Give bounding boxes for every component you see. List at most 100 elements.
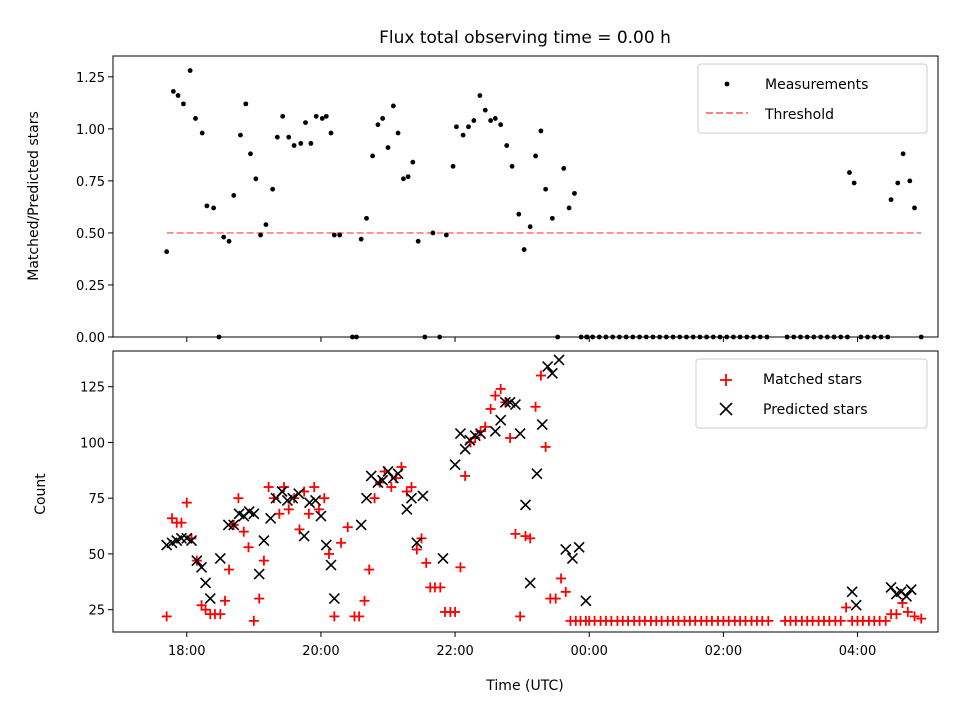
measurement-point bbox=[527, 224, 533, 230]
matched-star-point bbox=[329, 611, 340, 622]
predicted-star-point bbox=[509, 398, 522, 411]
matched-star-point bbox=[233, 493, 244, 504]
matched-star-point bbox=[181, 497, 192, 508]
matched-star-point bbox=[224, 564, 235, 575]
measurement-point bbox=[253, 176, 259, 182]
matched-star-point bbox=[309, 482, 320, 493]
measurement-point bbox=[370, 153, 375, 159]
predicted-star-point bbox=[573, 541, 585, 553]
matched-star-point bbox=[161, 611, 172, 622]
measurement-point bbox=[274, 134, 280, 140]
predicted-star-point bbox=[405, 492, 418, 504]
predicted-star-point bbox=[474, 427, 487, 440]
matched-star-point bbox=[176, 517, 187, 528]
matched-star-point bbox=[248, 615, 259, 626]
y-tick-label: 0.50 bbox=[76, 227, 105, 242]
predicted-star-point bbox=[248, 508, 260, 520]
predicted-star-point bbox=[204, 592, 216, 605]
predicted-star-point bbox=[309, 494, 322, 506]
predicted-star-point bbox=[459, 443, 471, 455]
matched-star-point bbox=[891, 609, 902, 620]
measurement-point bbox=[385, 145, 391, 150]
x-tick-label: 04:00 bbox=[839, 644, 876, 659]
matched-star-point bbox=[841, 602, 852, 613]
predicted-star-point bbox=[185, 534, 198, 547]
top-y-ticks: 0.00 0.25 0.50 0.75 1.00 1.25 bbox=[76, 71, 113, 346]
measurement-point bbox=[430, 230, 436, 236]
matched-star-point bbox=[902, 606, 913, 617]
measurement-point bbox=[175, 93, 181, 98]
measurement-point bbox=[498, 122, 504, 128]
matched-star-point bbox=[490, 390, 501, 401]
y-tick-label: 25 bbox=[88, 604, 105, 619]
y-tick-label: 50 bbox=[88, 548, 105, 563]
predicted-star-point bbox=[499, 396, 511, 408]
predicted-star-point bbox=[328, 592, 340, 605]
predicted-star-point bbox=[195, 561, 208, 573]
matched-star-point bbox=[916, 613, 927, 624]
bottom-axes-frame bbox=[112, 350, 939, 633]
bottom-y-ticks: 25 50 75 100 125 bbox=[80, 381, 113, 619]
measurement-point bbox=[401, 176, 406, 182]
matched-star-point bbox=[342, 522, 353, 533]
top-legend: Measurements Threshold bbox=[697, 63, 928, 134]
predicted-star-point bbox=[320, 539, 332, 551]
predicted-star-point bbox=[437, 552, 449, 564]
y-tick-label: 0.75 bbox=[76, 175, 105, 190]
matched-star-point bbox=[167, 513, 178, 524]
bottom-legend-box bbox=[695, 358, 928, 429]
predicted-star-point bbox=[417, 490, 429, 502]
predicted-star-point bbox=[580, 595, 592, 607]
measurement-point bbox=[380, 116, 386, 121]
x-tick-label: 00:00 bbox=[570, 644, 607, 659]
top-legend-box bbox=[697, 63, 928, 134]
matched-star-point bbox=[323, 548, 334, 559]
measurement-point bbox=[226, 238, 232, 244]
predicted-star-point bbox=[846, 586, 858, 598]
legend-matched-label: Matched stars bbox=[763, 372, 862, 388]
matched-star-point bbox=[435, 582, 446, 593]
bottom-x-ticks: 18:00 20:00 22:00 00:00 02:00 04:00 bbox=[168, 632, 876, 659]
matched-star-point bbox=[450, 606, 461, 617]
measurement-point bbox=[533, 153, 538, 159]
predicted-star-point bbox=[553, 354, 565, 366]
top-y-axis-label: Matched/Predicted stars bbox=[26, 111, 42, 281]
bottom-y-axis-label: Count bbox=[33, 473, 49, 515]
y-tick-label: 1.25 bbox=[76, 71, 105, 86]
measurement-point bbox=[211, 205, 217, 211]
matched-star-point bbox=[268, 493, 279, 504]
matched-star-point bbox=[520, 531, 531, 542]
measurement-point bbox=[199, 130, 205, 136]
predicted-star-point bbox=[298, 530, 310, 542]
legend-predicted-marker bbox=[719, 402, 733, 416]
matched-star-point bbox=[258, 555, 269, 566]
predicted-star-point bbox=[905, 584, 917, 596]
measurement-point bbox=[291, 143, 297, 148]
measurement-point bbox=[319, 116, 325, 121]
measurement-point bbox=[263, 222, 269, 228]
predicted-star-point bbox=[276, 485, 288, 498]
measurement-point bbox=[912, 205, 917, 211]
measurement-point bbox=[504, 143, 510, 148]
matched-star-point bbox=[480, 421, 491, 432]
predicted-star-point bbox=[519, 499, 532, 511]
measurement-point bbox=[561, 166, 567, 171]
legend-threshold-label: Threshold bbox=[764, 107, 834, 123]
matched-star-point bbox=[485, 403, 496, 414]
measurement-point bbox=[243, 101, 249, 107]
matched-star-point bbox=[254, 593, 265, 604]
predicted-star-point bbox=[377, 474, 389, 486]
matched-star-point bbox=[364, 564, 375, 575]
predicted-star-point bbox=[265, 512, 277, 524]
measurement-point bbox=[187, 68, 193, 73]
measurement-point bbox=[543, 186, 549, 192]
top-chart-title: Flux total observing time = 0.00 h bbox=[379, 28, 671, 48]
matched-star-point bbox=[354, 611, 365, 622]
matched-star-point bbox=[200, 604, 211, 615]
predicted-star-point bbox=[287, 492, 299, 504]
measurement-point bbox=[907, 178, 913, 184]
measurement-point bbox=[466, 124, 471, 130]
measurement-point bbox=[851, 180, 857, 186]
measurement-point bbox=[538, 128, 544, 134]
bottom-legend: Matched stars Predicted stars bbox=[695, 358, 928, 429]
